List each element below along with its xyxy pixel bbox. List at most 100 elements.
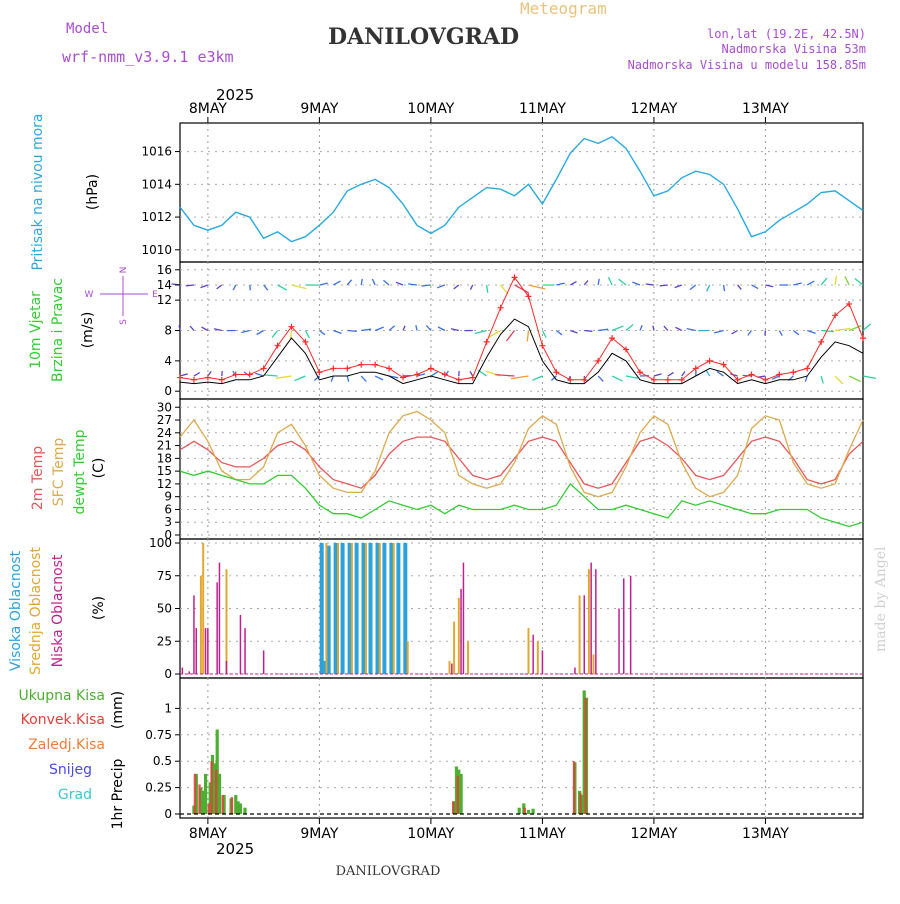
wind-arrow (807, 281, 814, 285)
wind-gust-marker (344, 365, 350, 371)
wind-arrow (542, 331, 546, 338)
conv-precip-bar (584, 698, 586, 814)
wind-arrow (682, 371, 685, 376)
wind-arrow (294, 376, 305, 381)
wind-gust-marker (219, 377, 225, 383)
conv-precip-bar (222, 795, 224, 814)
y-tick-label: 0 (164, 384, 172, 398)
conv-precip-bar (457, 776, 459, 814)
pressure-ylabel: Pritisak na nivou mora (30, 113, 46, 270)
wind-arrow (470, 285, 472, 290)
wind-gust-marker (539, 343, 545, 349)
wind-arrow (257, 331, 264, 335)
total-precip-bar (518, 808, 521, 814)
low-cloud-bar (196, 628, 198, 674)
wind-arrow (821, 278, 827, 285)
wind-arrow (347, 331, 356, 332)
footer-station: DANILOVGRAD (336, 864, 441, 879)
y-tick-label: 25 (157, 634, 172, 648)
y-tick-label: 100 (149, 536, 172, 550)
wind-gust-marker (567, 377, 573, 383)
conv-precip-bar (208, 803, 210, 814)
conv-precip-bar (579, 793, 581, 814)
cloud-unit: (%) (91, 596, 107, 620)
compass-s: S (119, 319, 129, 325)
wind-arrow (855, 279, 863, 285)
x-tick-top-label: 12MAY (630, 101, 677, 117)
high-cloud-bar (320, 543, 324, 674)
model-name: wrf-nmm_v3.9.1 e3km (62, 48, 234, 66)
y-tick-label: 12 (157, 293, 172, 307)
wind-arrow (375, 376, 383, 380)
y-tick-label: 1012 (141, 210, 172, 224)
total-precip-bar (532, 809, 535, 814)
wind-arrow (347, 376, 348, 382)
y-tick-label: 3 (164, 515, 172, 529)
mid-cloud-bar (458, 598, 460, 674)
wind-arrow (556, 331, 562, 335)
high-cloud-bar (341, 543, 345, 674)
x-tick-bottom-label: 11MAY (519, 826, 566, 842)
wind-gust-marker (316, 369, 322, 375)
wind-arrow (475, 331, 487, 334)
wind-arrow (454, 285, 459, 289)
wind-arrow (372, 279, 375, 285)
wind-arrow (668, 372, 674, 376)
low-cloud-bar (226, 661, 228, 674)
wind-arrow (714, 331, 723, 333)
wind-arrow (779, 331, 782, 336)
wind-arrow (646, 284, 654, 285)
conv-precip-bar (194, 774, 196, 814)
total-precip-label: Ukupna Kisa (18, 688, 105, 704)
wind-arrow (765, 285, 773, 287)
low-cloud-bar (193, 595, 195, 674)
freezing-label: Zaledj.Kisa (28, 737, 105, 753)
wind-arrow (640, 325, 642, 330)
wind-arrow (612, 376, 622, 381)
wind-gust-marker (191, 377, 197, 383)
x-tick-top-label: 9MAY (300, 101, 338, 117)
high-cloud-bar (403, 543, 407, 674)
precip-panel-frame (180, 678, 863, 818)
mid-cloud-bar (226, 569, 228, 674)
x-tick-bottom-label: 9MAY (300, 826, 338, 842)
x-tick-top-label: 10MAY (407, 101, 454, 117)
wind-arrow (241, 331, 249, 333)
wind-arrow (532, 376, 542, 380)
low-cloud-bar (630, 576, 632, 674)
y-tick-label: 1010 (141, 243, 172, 257)
wind-arrow (835, 329, 850, 331)
wind-gust-marker (261, 365, 267, 371)
conv-precip-bar (573, 761, 575, 814)
wind-gust-marker (484, 339, 490, 345)
wind-gust-marker (247, 372, 253, 378)
low-cloud-bar (574, 668, 576, 675)
wind-gust-marker (456, 377, 462, 383)
mid-cloud-bar (537, 641, 539, 674)
compass-n: N (119, 267, 129, 274)
y-tick-label: 1 (164, 701, 172, 715)
y-tick-label: 27 (157, 413, 172, 427)
low-cloud-bar (590, 563, 592, 674)
sfc-label: SFC Temp (51, 438, 67, 507)
elevation-label: Nadmorska Visina 53m (722, 42, 867, 56)
mid-cloud-bar (202, 543, 204, 674)
wind-gust-line (180, 277, 863, 379)
y-tick-label: 18 (157, 451, 172, 465)
low-cloud-bar (451, 664, 453, 675)
y-tick-label: 24 (157, 426, 172, 440)
y-tick-label: 1014 (141, 177, 172, 191)
wind-arrow (584, 281, 588, 285)
low-cloud-bar (205, 628, 207, 674)
wind-gust-marker (707, 358, 713, 364)
total-precip-bar (218, 774, 221, 814)
x-tick-bottom-label: 8MAY (189, 826, 227, 842)
wind-gust-marker (762, 377, 768, 383)
high-cloud-bar (396, 543, 400, 674)
wind-arrow (612, 326, 623, 331)
low-cloud-bar (182, 668, 184, 675)
wind-arrow (186, 285, 194, 286)
mid-cloud-bar (337, 543, 339, 674)
wind-arrow (738, 285, 742, 289)
conv-precip-label: Konvek.Kisa (21, 712, 105, 728)
